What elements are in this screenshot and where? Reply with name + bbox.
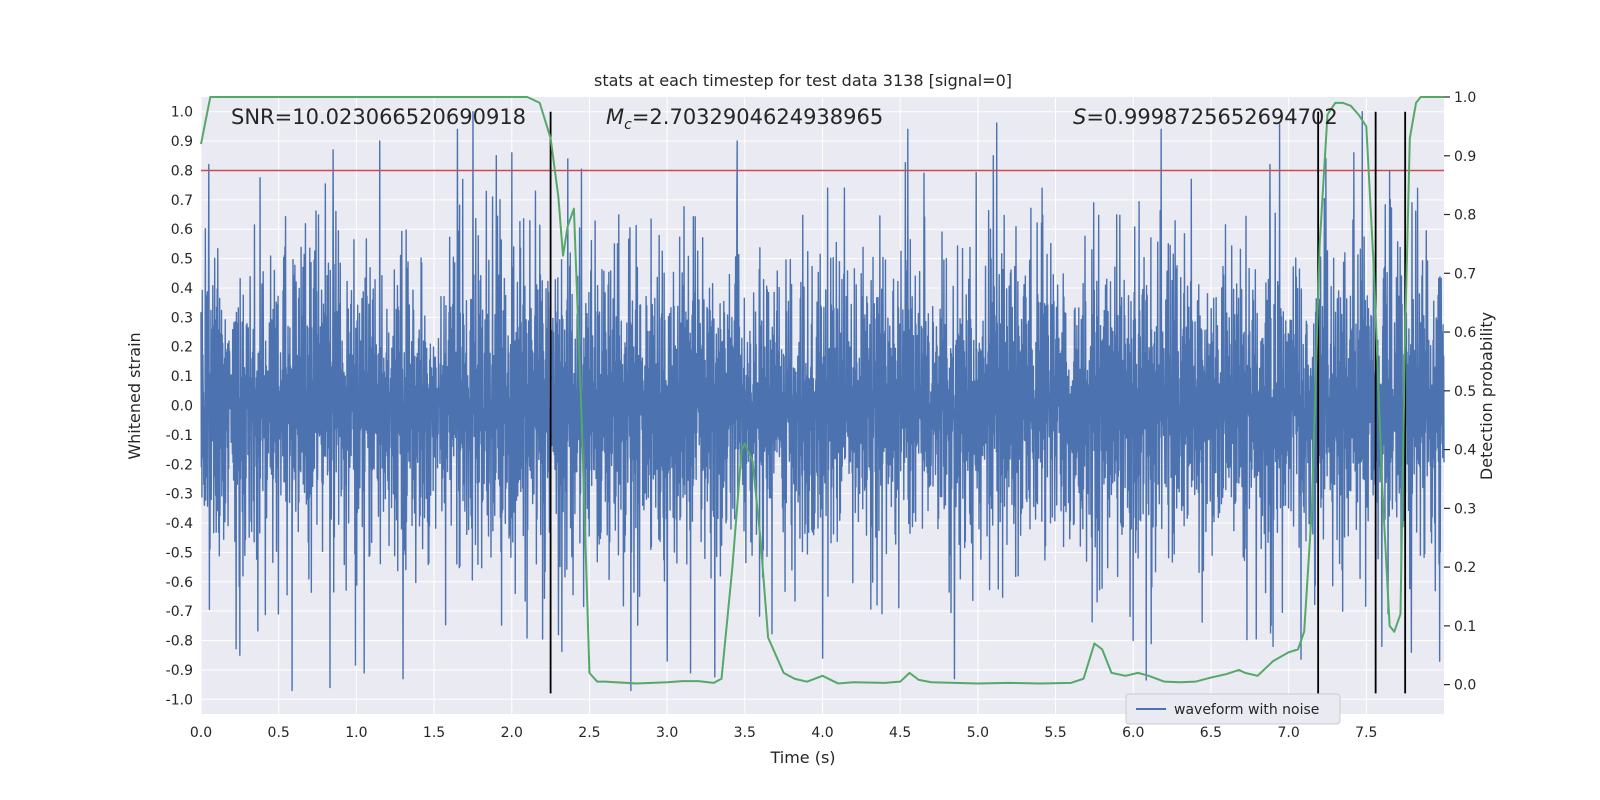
y-tick-label-right: 0.1 (1454, 619, 1476, 635)
x-tick-label: 3.5 (734, 725, 756, 741)
y-tick-label-left: 0.3 (171, 310, 193, 326)
x-tick-label: 7.0 (1277, 725, 1299, 741)
s-symbol: S (1073, 105, 1086, 129)
x-tick-label: 0.5 (268, 725, 290, 741)
x-tick-label: 3.0 (656, 725, 678, 741)
y-tick-label-left: 0.7 (171, 193, 193, 209)
y-tick-label-left: 0.6 (171, 222, 193, 238)
y-tick-label-right: 0.0 (1454, 678, 1476, 694)
y-axis-label-right: Detection probability (1477, 312, 1496, 480)
x-tick-label: 5.5 (1044, 725, 1066, 741)
waveform-series (200, 110, 1445, 692)
s-annotation: S=0.9998725652694702 (1073, 105, 1338, 129)
chart-title: stats at each timestep for test data 313… (594, 71, 1012, 90)
y-ticks-right: 0.0 0.1 0.2 0.3 0.4 0.5 0.6 0.7 0.8 0.9 1.0 (1444, 90, 1476, 694)
x-axis-label: Time (s) (769, 748, 835, 767)
x-tick-label: 1.0 (345, 725, 367, 741)
y-tick-label-left: -1.0 (166, 692, 193, 708)
y-tick-label-left: 0.4 (171, 281, 193, 297)
legend: waveform with noise (1125, 693, 1341, 725)
y-tick-label-right: 0.8 (1454, 208, 1476, 224)
y-tick-label-right: 0.4 (1454, 443, 1476, 459)
x-tick-label: 4.5 (889, 725, 911, 741)
y-tick-label-left: -0.8 (166, 634, 193, 650)
y-tick-label-left: -0.4 (166, 516, 193, 532)
y-tick-label-right: 0.2 (1454, 560, 1476, 576)
y-tick-label-left: -0.6 (166, 575, 193, 591)
chirp-mass-value: =2.7032904624938965 (632, 105, 883, 129)
y-tick-label-right: 0.9 (1454, 149, 1476, 165)
legend-box (1125, 693, 1341, 725)
x-tick-label: 6.5 (1200, 725, 1222, 741)
x-tick-label: 2.5 (578, 725, 600, 741)
y-tick-label-right: 0.5 (1454, 384, 1476, 400)
x-ticks: 0.0 0.5 1.0 1.5 2.0 2.5 3.0 3.5 4.0 4.5 5.0 5.5 6.0 6… (190, 725, 1378, 741)
x-tick-label: 6.0 (1122, 725, 1144, 741)
chirp-mass-annotation: Mc=2.7032904624938965 (606, 105, 883, 133)
y-axis-label-left: Whitened strain (125, 332, 144, 459)
probability-series (200, 96, 1444, 685)
x-tick-label: 5.0 (967, 725, 989, 741)
x-tick-label: 7.5 (1355, 725, 1377, 741)
x-tick-label: 1.5 (423, 725, 445, 741)
probability-line (200, 96, 1444, 685)
y-tick-label-left: -0.5 (166, 545, 193, 561)
x-tick-label: 0.0 (190, 725, 212, 741)
y-tick-label-left: -0.1 (166, 428, 193, 444)
y-tick-label-right: 1.0 (1454, 90, 1476, 106)
detection-lines (549, 111, 1407, 694)
x-tick-label: 4.0 (811, 725, 833, 741)
y-tick-label-left: -0.9 (166, 663, 193, 679)
y-tick-label-left: 0.8 (171, 163, 193, 179)
waveform-line (200, 110, 1445, 692)
y-ticks-left: -1.0 -0.9 -0.8 -0.7 -0.6 -0.5 -0.4 -0.3 -0.2 -0.1… (166, 105, 193, 709)
y-tick-label-left: 0.2 (171, 340, 193, 356)
s-value: =0.9998725652694702 (1086, 105, 1337, 129)
legend-label-waveform: waveform with noise (1174, 702, 1319, 718)
y-tick-label-left: -0.2 (166, 457, 193, 473)
y-tick-label-left: -0.7 (166, 604, 193, 620)
y-tick-label-left: -0.3 (166, 487, 193, 503)
y-tick-label-right: 0.3 (1454, 501, 1476, 517)
snr-annotation: SNR=10.023066520690918 (231, 105, 526, 129)
y-tick-label-right: 0.7 (1454, 266, 1476, 282)
y-tick-label-left: 1.0 (171, 105, 193, 121)
y-tick-label-right: 0.6 (1454, 325, 1476, 341)
y-tick-label-left: 0.5 (171, 252, 193, 268)
y-tick-label-left: 0.9 (171, 134, 193, 150)
y-tick-label-left: 0.0 (171, 399, 193, 415)
chirp-mass-symbol: M (606, 105, 624, 129)
chirp-mass-subscript: c (624, 117, 632, 133)
x-tick-label: 2.0 (501, 725, 523, 741)
y-tick-label-left: 0.1 (171, 369, 193, 385)
